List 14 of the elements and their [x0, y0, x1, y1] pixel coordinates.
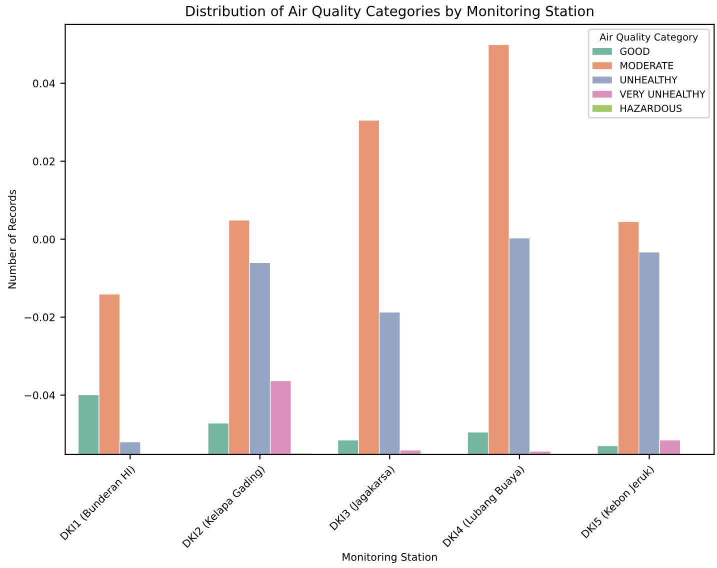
- legend-label: VERY UNHEALTHY: [620, 90, 706, 98]
- legend-title: Air Quality Category: [600, 33, 698, 43]
- y-tick-label: 0.04: [33, 80, 55, 88]
- legend-label: UNHEALTHY: [620, 76, 678, 84]
- legend-label: GOOD: [620, 48, 650, 55]
- y-tick-label: 0.00: [33, 235, 55, 244]
- y-tick-label: −0.02: [24, 313, 54, 322]
- x-axis-title: Monitoring Station: [342, 552, 437, 563]
- y-tick-label: 0.02: [33, 157, 54, 166]
- legend-label: HAZARDOUS: [620, 104, 682, 112]
- chart-title: Distribution of Air Quality Categories by Monitoring Station: [186, 6, 594, 19]
- y-axis-title: Number of Records: [8, 190, 16, 288]
- y-tick-label: −0.04: [24, 391, 55, 400]
- legend-label: MODERATE: [620, 62, 674, 70]
